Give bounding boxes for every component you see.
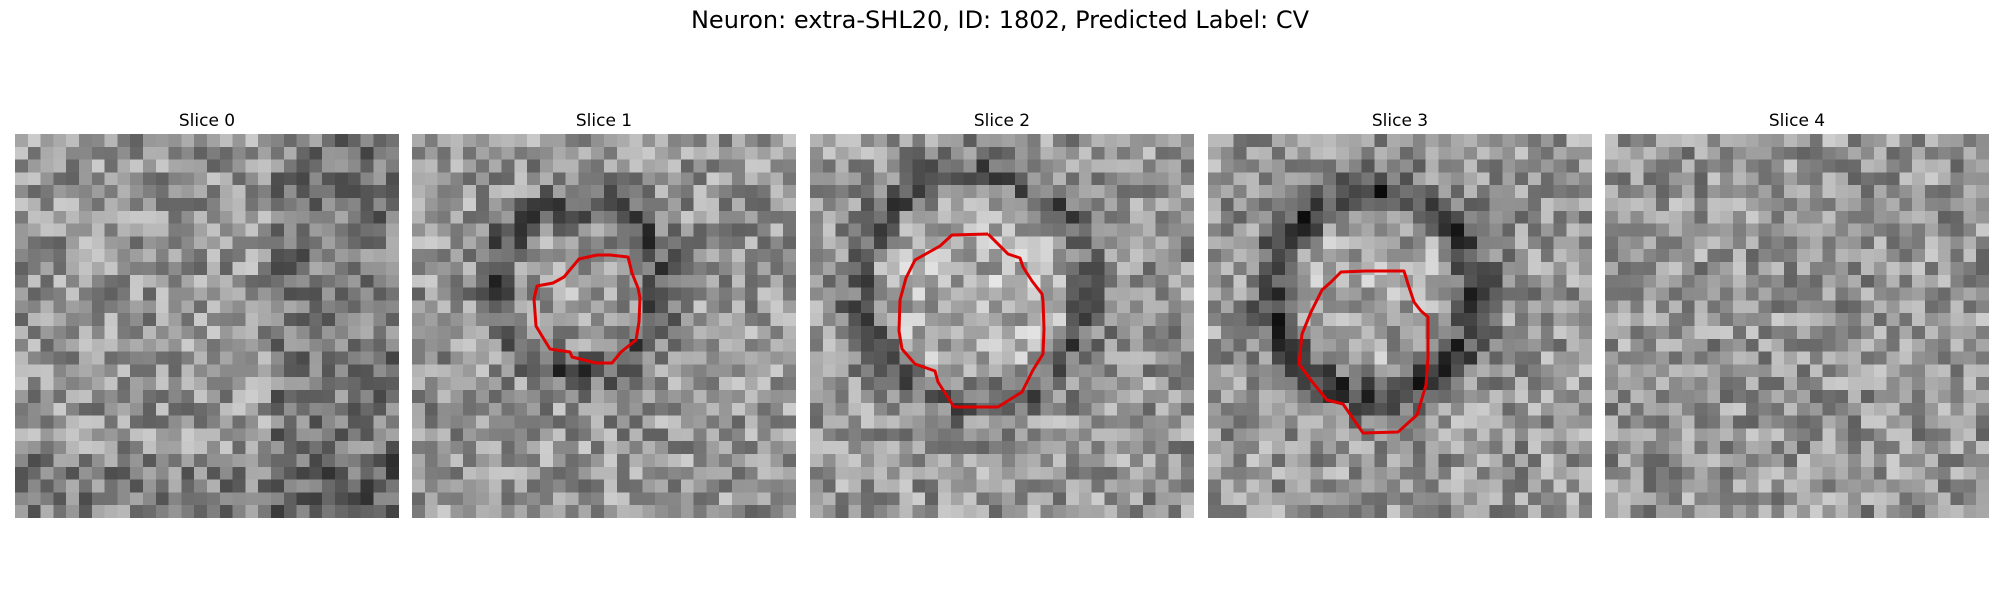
contour-line [897, 232, 1046, 409]
slice-title: Slice 3 [1371, 111, 1429, 131]
slice-image [1208, 134, 1592, 518]
slice-pixels [1208, 134, 1592, 518]
segmentation-contour [1297, 269, 1430, 435]
segmentation-contour [897, 232, 1046, 409]
slice-panel-3: Slice 3 [1208, 108, 1592, 518]
slice-title: Slice 0 [178, 111, 236, 131]
slice-panel-1: Slice 1 [412, 108, 796, 518]
figure-title: Neuron: extra-SHL20, ID: 1802, Predicted… [690, 6, 1310, 34]
contour-line [1297, 269, 1430, 435]
slice-panel-0: Slice 0 [15, 108, 399, 518]
contour-line [532, 253, 642, 365]
slice-pixels [810, 134, 1194, 518]
slice-image [810, 134, 1194, 518]
segmentation-contour [532, 253, 642, 365]
slice-image [15, 134, 399, 518]
slice-image [1605, 134, 1989, 518]
slice-title: Slice 1 [575, 111, 633, 131]
slice-pixels [15, 134, 399, 518]
slice-image [412, 134, 796, 518]
slice-title: Slice 2 [973, 111, 1031, 131]
slice-title: Slice 4 [1768, 111, 1826, 131]
slice-pixels [412, 134, 796, 518]
slice-panel-4: Slice 4 [1605, 108, 1989, 518]
slice-pixels [1605, 134, 1989, 518]
slice-panel-2: Slice 2 [810, 108, 1194, 518]
